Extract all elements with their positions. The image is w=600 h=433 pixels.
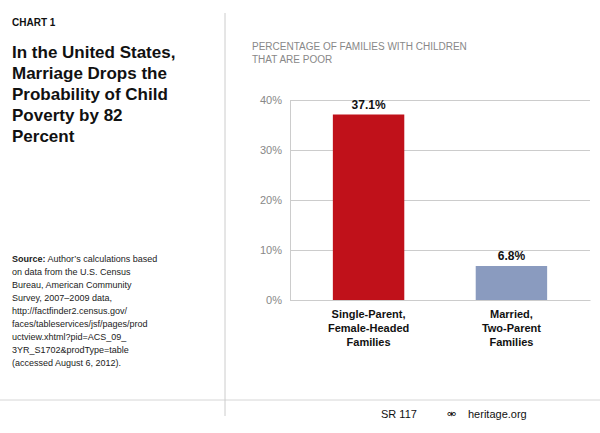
x-tick: Married,Two-ParentFamilies [482, 308, 541, 349]
grid-line [290, 100, 590, 101]
x-tick-label: Married,Two-ParentFamilies [482, 308, 541, 349]
y-tick: 30% [260, 144, 590, 156]
chart-label: CHART 1 [12, 17, 56, 28]
y-tick: 10% [260, 244, 590, 256]
x-axis: Single-Parent,Female-HeadedFamilies Marri… [291, 301, 591, 349]
divider [225, 13, 226, 416]
footer-code: SR 117 [381, 408, 417, 420]
title: In the United States,Marriage Drops theP… [12, 43, 175, 146]
y-axis-line [291, 101, 591, 301]
y-tick-label: 20% [260, 194, 282, 206]
x-axis-line [291, 300, 591, 301]
y-tick: 40% [260, 94, 590, 106]
footer-site: heritage.org [468, 408, 527, 420]
value-label: 6.8% [498, 249, 526, 263]
y-tick-label: 30% [260, 144, 282, 156]
y-tick-label: 0% [266, 294, 282, 306]
bar [333, 115, 404, 301]
bar [476, 266, 547, 300]
bars [333, 115, 547, 301]
footer-icon: ⚮ [447, 408, 456, 420]
source: Author’s calculations basedon data from … [12, 254, 157, 368]
source-label: Source: [12, 254, 46, 264]
value-label: 37.1% [352, 98, 386, 112]
x-tick-label: Single-Parent,Female-HeadedFamilies [328, 308, 409, 349]
value-labels: 37.1% 6.8% [352, 98, 526, 264]
y-tick-label: 10% [260, 244, 282, 256]
x-tick: Single-Parent,Female-HeadedFamilies [328, 308, 409, 349]
chart: CHART 1 In the United States,Marriage Dro… [0, 0, 600, 433]
grid-line [290, 300, 590, 301]
y-tick: 20% [260, 194, 590, 206]
y-tick-label: 40% [260, 94, 282, 106]
y-axis: 0% 10% 20% 30% 40% [260, 94, 590, 306]
plot: 0% 10% 20% 30% 40% Single-Parent,Female-Heade… [260, 94, 591, 348]
footer-rule [0, 400, 600, 401]
subtitle: PERCENTAGE OF FAMILIES WITH CHILDRENTHAT… [252, 41, 467, 65]
